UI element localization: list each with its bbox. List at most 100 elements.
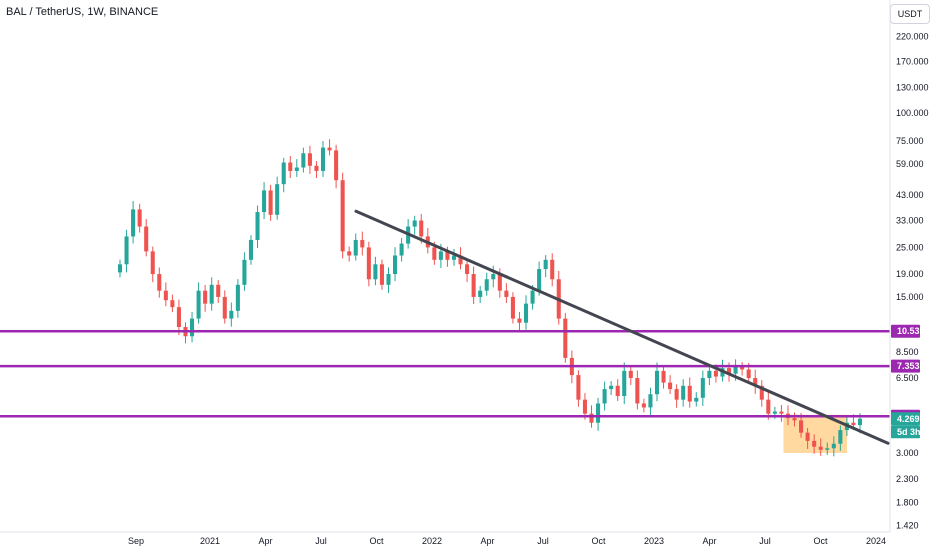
price-tick-12: 6.500: [896, 373, 919, 383]
candle-body: [740, 366, 745, 370]
candle-body: [281, 162, 286, 185]
time-tick-8: Oct: [591, 536, 606, 546]
time-tick-9: 2023: [644, 536, 664, 546]
candle-body: [726, 368, 732, 374]
candle-body: [222, 296, 227, 319]
candle-body: [203, 290, 208, 304]
candle-body: [176, 307, 181, 328]
candle-body: [314, 165, 319, 171]
candle-body: [805, 432, 810, 441]
horizontal-levels-layer: [0, 329, 890, 418]
candle-body: [340, 180, 345, 252]
candle-body: [393, 255, 398, 275]
candle-body: [517, 318, 522, 323]
candle-body: [831, 443, 836, 449]
candle-body: [386, 274, 391, 285]
trendline[interactable]: [354, 209, 890, 445]
price-tick-13: 3.000: [896, 448, 919, 458]
candle-body: [438, 251, 443, 260]
candle-body: [615, 385, 620, 397]
price-tick-15: 1.800: [896, 498, 919, 508]
candle-body: [190, 318, 195, 337]
candle-body: [654, 370, 660, 395]
candle-body: [288, 162, 293, 171]
candle-body: [117, 264, 123, 273]
candle-body: [596, 403, 601, 423]
price-tick-10: 15.000: [896, 292, 924, 302]
candle-body: [792, 418, 797, 421]
candle-body: [445, 251, 450, 260]
candle-body: [275, 184, 280, 215]
candle-body: [399, 243, 404, 256]
time-tick-2: Apr: [258, 536, 272, 546]
candle-body: [759, 385, 764, 400]
time-tick-3: Jul: [315, 536, 327, 546]
price-tick-4: 75.000: [896, 136, 924, 146]
candle-body: [465, 264, 470, 275]
candle-body: [746, 369, 751, 379]
candle-body: [216, 284, 221, 297]
price-tick-9: 19.000: [896, 269, 924, 279]
candle-body: [157, 274, 162, 291]
candle-body: [451, 255, 457, 260]
candle-body: [432, 247, 437, 260]
price-tick-5: 59.000: [896, 159, 924, 169]
price-label-3: [891, 412, 920, 426]
time-tick-10: Apr: [702, 536, 716, 546]
time-tick-7: Jul: [537, 536, 549, 546]
candle-body: [360, 239, 365, 248]
candle-body: [353, 239, 358, 256]
candle-body: [851, 422, 856, 426]
candle-body: [576, 375, 581, 400]
time-axis: Sep 2021 Apr Jul Oct 2022 Apr Jul Oct 2023 Apr Jul O…: [128, 536, 886, 546]
time-tick-13: 2024: [866, 536, 886, 546]
price-tick-0: 220.000: [896, 32, 929, 42]
candle-body: [497, 274, 502, 291]
candle-body: [458, 255, 463, 265]
candle-body: [733, 366, 738, 374]
candle-body: [131, 209, 136, 237]
candle-body: [491, 274, 496, 280]
candle-body: [478, 290, 483, 297]
price-label-text-4: 5d 3h: [897, 427, 921, 437]
candle-body: [661, 370, 666, 383]
price-tick-6: 43.000: [896, 190, 924, 200]
candle-body: [235, 284, 240, 311]
candle-body: [753, 378, 758, 386]
time-tick-5: 2022: [422, 536, 442, 546]
candle-body: [347, 251, 352, 256]
candle-body: [635, 378, 640, 404]
candle-body: [484, 279, 489, 291]
price-label-text-0: 10.531: [897, 326, 925, 336]
candle-body: [471, 274, 476, 297]
price-tick-14: 2.300: [896, 474, 919, 484]
candle-body: [622, 370, 627, 397]
candle-body: [582, 399, 587, 414]
price-label-4: [891, 425, 920, 439]
candle-body: [641, 403, 646, 408]
price-tick-7: 33.000: [896, 215, 924, 225]
candle-body: [543, 259, 548, 270]
candle-body: [262, 190, 267, 213]
candle-body: [242, 259, 247, 285]
candle-body: [713, 370, 718, 377]
candle-body: [137, 209, 142, 227]
price-tick-11: 8.500: [896, 347, 919, 357]
candle-body: [838, 430, 843, 444]
candle-body: [825, 448, 830, 450]
time-tick-0: Sep: [128, 536, 144, 546]
candle-body: [799, 420, 804, 433]
price-label-text-1: 7.353: [897, 361, 920, 371]
candle-body: [412, 220, 417, 227]
time-tick-6: Apr: [480, 536, 494, 546]
candle-body: [320, 147, 326, 171]
candle-body: [648, 394, 653, 408]
price-tick-16: 1.420: [896, 521, 919, 531]
price-tick-2: 130.000: [896, 83, 929, 93]
candle-body: [818, 446, 823, 450]
candle-body: [772, 411, 777, 414]
time-tick-12: Oct: [813, 536, 828, 546]
candle-body: [196, 290, 201, 319]
candle-body: [209, 284, 214, 304]
